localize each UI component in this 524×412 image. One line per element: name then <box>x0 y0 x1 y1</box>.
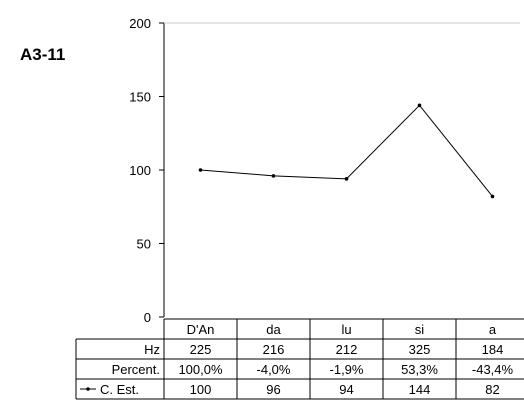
table-cell: 212 <box>336 342 358 357</box>
data-point <box>417 103 422 108</box>
y-tick-label: 0 <box>144 310 151 325</box>
table-row-label: Percent. <box>112 362 160 377</box>
table-cell: -4,0% <box>257 362 291 377</box>
table-cell: -1,9% <box>330 362 364 377</box>
table-cell: 100,0% <box>178 362 223 377</box>
data-point <box>490 194 495 199</box>
table-cell: -43,4% <box>472 362 514 377</box>
legend-point-marker <box>86 387 90 391</box>
y-tick-label: 150 <box>129 90 151 105</box>
x-tick-label: D'An <box>187 322 215 337</box>
data-point <box>198 168 203 172</box>
chart-title: A3-11 <box>20 45 65 64</box>
table-cell: 96 <box>266 382 280 397</box>
table-row-label: Hz <box>144 342 160 357</box>
data-table: D'An da lu si a Hz 225 216 212 325 184 Percent. 100,… <box>75 318 524 400</box>
y-tick-label: 200 <box>129 16 151 31</box>
table-cell: 144 <box>409 382 431 397</box>
table-cell: 53,3% <box>401 362 438 377</box>
plot-area <box>198 103 495 199</box>
x-tick-label: si <box>415 322 425 337</box>
table-cell: 184 <box>482 342 504 357</box>
x-tick-label: lu <box>341 322 351 337</box>
series-line <box>200 104 493 197</box>
table-cell: 325 <box>409 342 431 357</box>
y-tick-label: 50 <box>137 237 151 252</box>
table-cell: 82 <box>485 382 499 397</box>
y-axis: 0 50 100 150 200 <box>129 16 520 325</box>
data-point <box>271 174 276 178</box>
x-tick-label: da <box>266 322 281 337</box>
table-cell: 225 <box>190 342 212 357</box>
table-cell: 100 <box>190 382 212 397</box>
x-tick-label: a <box>489 322 497 337</box>
table-row-label: C. Est. <box>100 382 139 397</box>
table-cell: 216 <box>263 342 285 357</box>
data-point <box>344 177 349 181</box>
y-tick-label: 100 <box>129 163 151 178</box>
table-cell: 94 <box>339 382 353 397</box>
